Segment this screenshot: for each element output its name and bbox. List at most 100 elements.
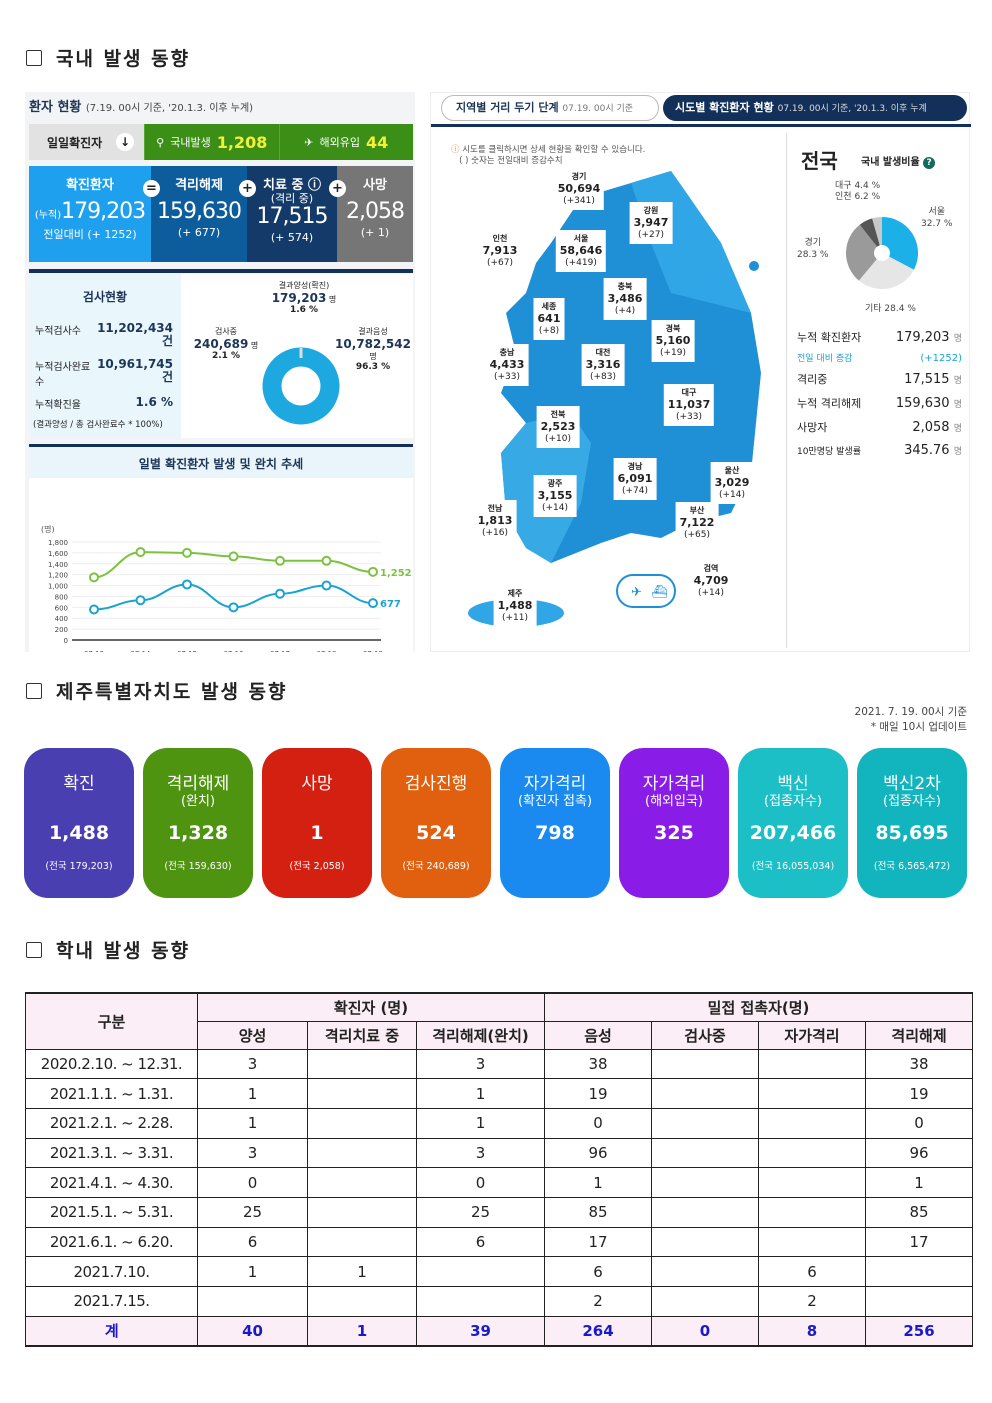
- value: 345.76: [904, 443, 950, 458]
- region-label[interactable]: 광주 3,155 (+14): [533, 475, 577, 517]
- card-national: (전국 6,565,472): [873, 861, 951, 872]
- stat-value: 179,203 명: [896, 330, 962, 345]
- region-label[interactable]: 울산 3,029 (+14): [710, 462, 754, 504]
- table-cell: [758, 1196, 866, 1228]
- national-stats: 전국 국내 발생비율 ? 서울 32.7 % 기타 28.4 % 경기 28.3 %…: [786, 133, 970, 648]
- total-cell: 264: [544, 1315, 652, 1347]
- table-cell: 3: [197, 1137, 308, 1169]
- region-label[interactable]: 충북 3,486 (+4): [603, 278, 647, 320]
- region-label[interactable]: 서울 58,646 (+419): [555, 230, 607, 272]
- card-title: 확진: [63, 774, 95, 794]
- table-cell: 19: [544, 1078, 652, 1109]
- header-contacts: 밀접 접촉자(명): [543, 992, 974, 1022]
- table-cell: 0: [416, 1167, 545, 1198]
- total-cell: 0: [651, 1315, 759, 1347]
- test-stats: 검사현황 누적검사수 11,202,434 건 누적검사완료수 10,961,745 건…: [29, 274, 181, 438]
- region-label[interactable]: 전남 1,813 (+16): [473, 500, 517, 542]
- region-label[interactable]: 경북 5,160 (+19): [651, 320, 695, 362]
- label: 결과음성: [358, 327, 388, 336]
- unit: 명: [328, 295, 337, 304]
- quarantine-button[interactable]: [616, 574, 676, 608]
- region-name: 충북: [617, 282, 633, 291]
- end-value-label: 677: [380, 599, 401, 610]
- region-delta: (+4): [614, 306, 636, 316]
- region-label[interactable]: 전북 2,523 (+10): [536, 406, 580, 448]
- table-cell: [864, 1256, 974, 1287]
- heading-text: 제주특별자치도 발생 동향: [56, 681, 288, 703]
- card-value: 207,466: [749, 822, 837, 844]
- region-label[interactable]: 경기 50,694 (+341): [553, 168, 605, 210]
- table-cell: 25: [416, 1196, 545, 1228]
- region-delta: (+33): [675, 412, 703, 422]
- region-value: 641: [537, 312, 561, 325]
- region-label[interactable]: 대구 11,037 (+33): [663, 384, 715, 426]
- pct: 32.7 %: [921, 219, 953, 229]
- region-label[interactable]: 부산 7,122 (+65): [675, 502, 719, 544]
- data-point: [275, 588, 285, 599]
- operator-icon: =: [143, 180, 160, 197]
- summary-box: 사망 2,058 (+ 1): [337, 166, 413, 262]
- region-label[interactable]: 경남 6,091 (+74): [613, 458, 657, 500]
- operator-icon: +: [239, 180, 256, 197]
- region-value: 3,486: [607, 292, 643, 305]
- summary-boxes: 확진환자 (누적)179,203 전일대비 (+ 1252) = 격리해제 159,630…: [29, 166, 413, 262]
- card-national: (전국 240,689): [402, 861, 470, 872]
- header-category: 구분: [25, 992, 198, 1050]
- region-label[interactable]: 강원 3,947 (+27): [629, 202, 673, 244]
- region-label[interactable]: 인천 7,913 (+67): [478, 230, 522, 272]
- testing-label: 검사중 240,689 명 2.1 %: [191, 326, 261, 361]
- card-value: 798: [535, 822, 575, 844]
- pie-label-other: 기타 28.4 %: [865, 304, 916, 314]
- data-point: [182, 579, 192, 590]
- column-header: 검사중: [651, 1020, 759, 1050]
- region-name: 경남: [627, 462, 643, 471]
- table-cell: [307, 1196, 417, 1228]
- pie-label-incheon: 대구 4.4 % 인천 6.2 %: [835, 181, 880, 203]
- region-delta: (+10): [544, 434, 572, 444]
- region-label[interactable]: 세종 641 (+8): [533, 298, 565, 340]
- help-icon[interactable]: ?: [923, 157, 936, 169]
- table-row: 2021.3.1. ~ 3.31. 3 3 96 96: [25, 1137, 974, 1169]
- table-cell: [651, 1107, 759, 1139]
- heading-text: 국내 발생 동향: [56, 48, 191, 70]
- table-cell: [307, 1137, 417, 1169]
- region-label[interactable]: 검역 4,709 (+14): [689, 560, 733, 602]
- x-tick-label: 07.19: [363, 650, 383, 652]
- tab-regional-cases[interactable]: 시도별 확진환자 현황 07.19. 00시 기준, '20.1.3. 이후 누…: [663, 95, 967, 121]
- summary-box: 격리해제 159,630 (+ 677) +: [151, 166, 256, 262]
- table-cell: 6: [758, 1256, 866, 1287]
- pct: 6.2 %: [854, 192, 881, 202]
- label: 누적검사수: [35, 326, 81, 337]
- column-header: 격리해제: [864, 1020, 974, 1050]
- stat-value: 2,058 명: [912, 420, 962, 435]
- stat-row: 누적 격리해제 159,630 명: [797, 395, 962, 411]
- table-cell: 96: [864, 1137, 974, 1169]
- date: 07.19. 00시 기준, '20.1.3. 이후 누계: [777, 104, 927, 114]
- total-cell: 1: [307, 1315, 417, 1347]
- table-cell: 6: [197, 1226, 308, 1258]
- box-delta: (+ 677): [177, 226, 221, 239]
- name: 서울: [928, 207, 945, 217]
- value: 159,630: [895, 396, 950, 411]
- table-cell: 3: [416, 1048, 545, 1080]
- table-cell: 3: [416, 1137, 545, 1169]
- table-cell: 1: [864, 1167, 974, 1198]
- region-label[interactable]: 충남 4,433 (+33): [485, 344, 529, 386]
- value: 11,202,434: [97, 321, 173, 335]
- pie-slice: [872, 217, 882, 253]
- data-point: [89, 604, 99, 615]
- checkbox-icon: [26, 941, 42, 958]
- jeju-basis: 2021. 7. 19. 00시 기준 * 매일 10시 업데이트: [855, 705, 967, 735]
- card-subtitle: (확진자 접촉): [517, 794, 593, 809]
- region-label[interactable]: 제주 1,488 (+11): [493, 585, 537, 627]
- box-subtitle: (격리 중): [270, 192, 314, 205]
- region-delta: (+14): [541, 503, 569, 513]
- x-tick-label: 07.18: [316, 650, 336, 652]
- y-tick-label: 0: [64, 637, 68, 645]
- region-value: 5,160: [655, 334, 691, 347]
- region-label[interactable]: 대전 3,316 (+83): [581, 344, 625, 386]
- card-value: 524: [416, 822, 456, 844]
- tab-distancing-level[interactable]: 지역별 거리 두기 단계 07.19. 00시 기준: [441, 95, 659, 121]
- region-value: 3,155: [537, 489, 573, 502]
- stat-row: 누적 확진환자 179,203 명: [797, 329, 962, 345]
